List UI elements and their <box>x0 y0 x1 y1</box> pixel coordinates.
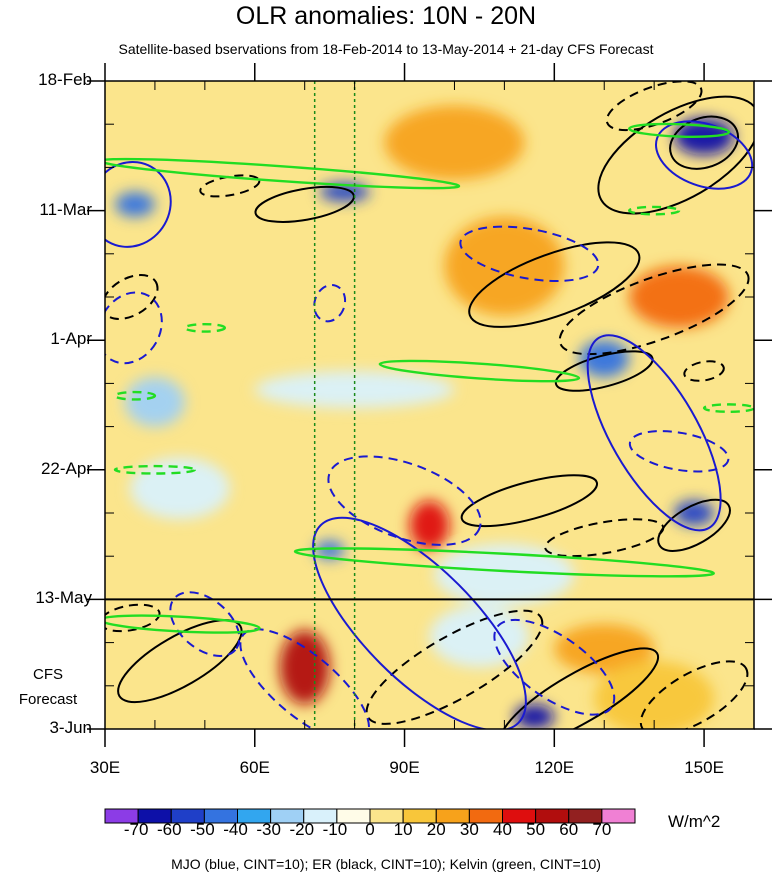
mjo-contour <box>312 516 527 729</box>
anomaly-patch <box>279 630 330 705</box>
anomaly-patch <box>114 192 155 217</box>
kelvin-contour <box>183 322 227 333</box>
anomaly-patch <box>444 216 565 316</box>
x-tick-label: 120E <box>534 758 575 777</box>
er-contour <box>558 263 750 356</box>
x-tick-label: 60E <box>239 758 270 777</box>
er-contour <box>554 350 654 392</box>
er-contour <box>639 660 749 729</box>
colorbar-label: -40 <box>223 820 248 839</box>
er-contour <box>365 609 544 725</box>
er-contour <box>657 498 731 552</box>
kelvin-contour <box>105 614 261 634</box>
x-tick-label: 150E <box>684 758 724 777</box>
colorbar-label: -20 <box>289 820 315 839</box>
y-tick-label: 13-May <box>35 588 92 608</box>
colorbar <box>104 808 636 824</box>
wave-contours <box>105 81 754 729</box>
anomaly-patch <box>314 540 345 560</box>
x-tick-label: 90E <box>389 758 420 777</box>
colorbar-label: 40 <box>493 820 512 839</box>
colorbar-label: -60 <box>157 820 182 839</box>
er-contour <box>499 647 660 729</box>
mjo-contour <box>169 591 241 657</box>
chart-title: OLR anomalies: 10N - 20N <box>235 2 537 30</box>
kelvin-contour <box>378 359 581 383</box>
er-contour <box>460 474 599 528</box>
kelvin-contour <box>113 464 197 475</box>
cfs-label-line2: Forecast <box>18 691 78 708</box>
anomaly-patch <box>554 624 655 674</box>
reference-lines <box>105 81 754 729</box>
kelvin-contour <box>113 390 157 401</box>
colorbar-label: 10 <box>393 820 413 839</box>
anomaly-patch <box>579 340 630 378</box>
mjo-contour <box>586 334 722 532</box>
mjo-contour <box>459 225 600 282</box>
anomaly-patch <box>409 500 450 551</box>
colorbar-label: 30 <box>459 820 479 839</box>
plot-frame <box>104 80 755 730</box>
colorbar-label: -10 <box>322 820 348 839</box>
kelvin-contour <box>627 205 681 216</box>
colorbar-label: -50 <box>190 820 215 839</box>
colorbar-label: -30 <box>256 820 281 839</box>
mjo-contour <box>313 284 347 323</box>
kelvin-contour <box>628 122 731 138</box>
anomaly-patch <box>594 661 715 729</box>
anomaly-patches <box>114 105 735 729</box>
anomaly-patch <box>674 500 715 526</box>
anomaly-patch <box>129 457 230 520</box>
anomaly-patch <box>384 105 525 180</box>
er-contour <box>597 95 754 215</box>
legend-footer: MJO (blue, CINT=10); ER (black, CINT=10)… <box>171 856 601 872</box>
mjo-contour <box>493 618 616 716</box>
cfs-label-line1: CFS <box>33 666 63 683</box>
colorbar-label: 50 <box>526 820 546 839</box>
colorbar-label: 60 <box>559 820 579 839</box>
mjo-contour <box>239 628 371 729</box>
anomaly-patch <box>124 377 185 427</box>
mjo-contour <box>105 161 172 248</box>
er-contour <box>254 185 355 223</box>
anomaly-patch <box>629 266 730 328</box>
er-contour <box>468 241 641 328</box>
x-tick-label: 30E <box>89 758 121 777</box>
colorbar-label: 70 <box>592 820 612 839</box>
colorbar-label: -70 <box>123 820 149 839</box>
chart-subtitle: Satellite-based bservations from 18-Feb-… <box>118 41 654 57</box>
colorbar-swatch <box>601 808 636 824</box>
kelvin-contour <box>105 157 461 190</box>
y-tick-label: 11-Mar <box>39 199 92 219</box>
er-contour <box>669 115 739 170</box>
kelvin-contour <box>293 547 715 578</box>
y-tick-label: 3-Jun <box>49 718 92 737</box>
axes <box>87 63 772 747</box>
er-contour <box>105 274 159 320</box>
er-contour <box>605 81 703 132</box>
mjo-contour <box>628 430 730 473</box>
mjo-contour <box>105 291 163 365</box>
anomaly-patch <box>514 704 555 729</box>
er-contour <box>544 518 665 558</box>
er-contour <box>105 603 161 633</box>
colorbar-label: 20 <box>426 820 446 839</box>
mjo-contour <box>327 455 482 546</box>
er-contour <box>117 619 243 704</box>
y-tick-label: 18-Feb <box>38 70 92 89</box>
er-contour <box>683 360 725 382</box>
colorbar-label: 0 <box>365 820 375 839</box>
y-tick-label: 22-Apr <box>40 458 92 478</box>
anomaly-patch <box>434 543 575 606</box>
units-label: W/m^2 <box>668 812 721 831</box>
y-tick-label: 1-Apr <box>50 329 92 349</box>
